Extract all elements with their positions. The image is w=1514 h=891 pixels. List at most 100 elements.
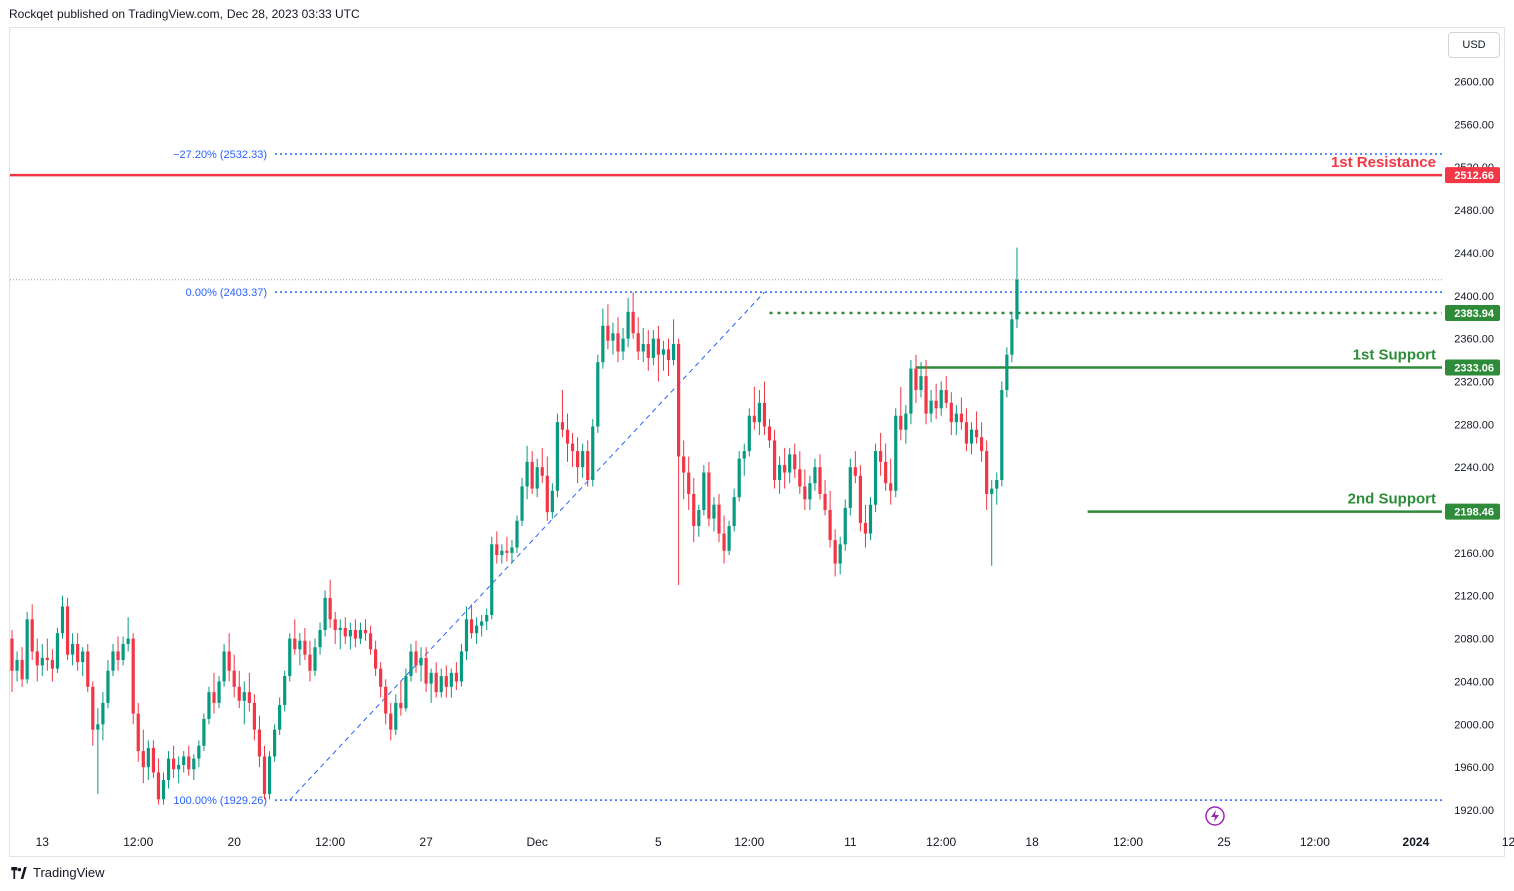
candle-body (808, 483, 812, 500)
candle-body (252, 702, 256, 730)
y-tick-label: 1920.00 (1454, 805, 1494, 817)
candle-body (879, 451, 883, 462)
candle-body (813, 467, 817, 484)
author-name[interactable]: Rockqet (9, 7, 54, 21)
y-tick-label: 2360.00 (1454, 334, 1494, 346)
candle-body (278, 705, 282, 730)
candle-body (914, 368, 918, 391)
y-tick-label: 2280.00 (1454, 419, 1494, 431)
y-tick-label: 2480.00 (1454, 205, 1494, 217)
candle-body (242, 692, 246, 701)
candle-body (818, 467, 822, 494)
candle-body (783, 465, 787, 473)
candle-body (858, 475, 862, 523)
fib-trend-line (289, 291, 765, 801)
candle-body (197, 745, 201, 759)
candle-body (742, 451, 746, 459)
y-tick-label: 2400.00 (1454, 291, 1494, 303)
candle-body (737, 458, 741, 498)
x-tick-label: 12:00 (926, 835, 956, 849)
candle-body (293, 638, 297, 650)
candle-body (904, 413, 908, 430)
candle-body (535, 467, 539, 489)
chart-frame (9, 27, 1505, 857)
candle-body (636, 333, 640, 352)
candle-body (161, 780, 166, 800)
candle-body (853, 467, 857, 476)
candle-body (712, 504, 716, 519)
candle-body (828, 510, 832, 541)
candle-body (298, 640, 302, 650)
first-support-tag-label: 2333.06 (1454, 362, 1494, 374)
candle-body (732, 497, 736, 527)
candle-body (25, 619, 29, 680)
candle-body (333, 619, 337, 631)
x-tick-label: 11 (844, 835, 857, 849)
dotted-level-tag-label: 2383.94 (1454, 308, 1495, 320)
candle-body (707, 472, 711, 519)
candle-body (863, 522, 868, 534)
candle-body (515, 520, 519, 548)
candle-body (995, 480, 999, 489)
candle-body (15, 660, 19, 671)
x-tick-label: 12:00 (734, 835, 764, 849)
candle-body (475, 625, 479, 634)
candle-body (273, 729, 277, 757)
y-tick-label: 1960.00 (1454, 762, 1494, 774)
candle-body (409, 651, 413, 677)
candle-body (1000, 390, 1004, 481)
candle-body (500, 550, 504, 556)
candle-body (626, 311, 630, 339)
candle-body (111, 651, 115, 671)
candle-body (237, 686, 241, 701)
candle-body (343, 627, 347, 637)
first-support-tag (1445, 359, 1500, 376)
candle-body (318, 630, 322, 648)
candle-body (217, 681, 221, 703)
currency-button[interactable]: USD (1448, 32, 1500, 58)
candle-body (338, 627, 342, 631)
candle-body (899, 415, 903, 430)
tradingview-footer[interactable]: TradingView (9, 865, 105, 880)
candle-body (146, 747, 150, 768)
candle-body (374, 649, 378, 669)
candle-body (434, 672, 438, 693)
candle-body (525, 461, 529, 487)
candle-body (288, 638, 292, 677)
candle-body (838, 544, 842, 564)
candle-body (394, 702, 398, 730)
fib-level-label: 0.00% (2403.37) (186, 287, 267, 299)
candle-body (964, 422, 969, 444)
x-tick-label: 27 (419, 835, 433, 849)
candle-body (227, 651, 231, 671)
candle-body (141, 751, 145, 768)
candle-body (202, 718, 206, 746)
candle-body (752, 415, 756, 423)
candle-body (30, 619, 34, 652)
y-tick-label: 2120.00 (1454, 591, 1494, 603)
x-tick-label: Dec (527, 835, 548, 849)
candle-body (207, 692, 211, 719)
candle-body (924, 376, 928, 414)
candle-body (646, 343, 650, 358)
candle-body (671, 343, 676, 361)
candle-body (257, 729, 262, 757)
candle-body (399, 702, 403, 709)
resistance-tag (1445, 167, 1500, 184)
candle-body (414, 651, 418, 666)
tradingview-brand: TradingView (33, 865, 105, 880)
candle-body (303, 640, 307, 655)
candle-body (86, 651, 90, 687)
candle-body (384, 686, 388, 714)
candle-body (833, 540, 837, 564)
candle-body (717, 504, 721, 534)
candle-body (20, 660, 24, 680)
second-support-tag-label: 2198.46 (1454, 507, 1494, 519)
y-tick-label: 2160.00 (1454, 548, 1494, 560)
candle-body (313, 647, 317, 671)
x-tick-label: 12:00 (1502, 835, 1514, 849)
candle-body (570, 443, 575, 452)
candle-body (177, 765, 181, 770)
y-tick-label: 2320.00 (1454, 376, 1494, 388)
